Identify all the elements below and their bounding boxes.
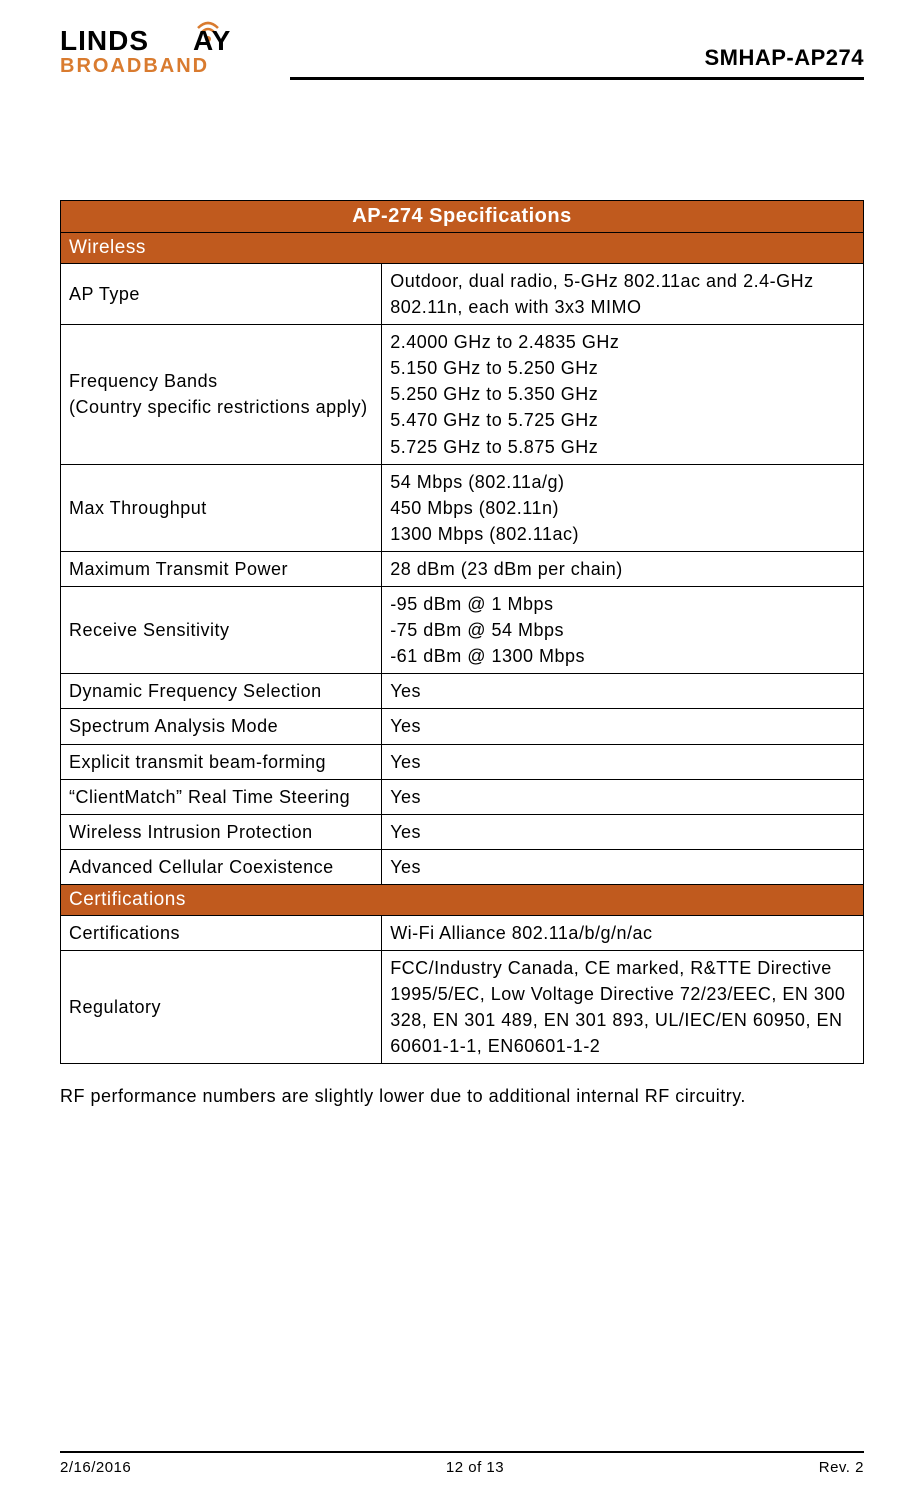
document-id: SMHAP-AP274 (704, 45, 864, 71)
table-row: Advanced Cellular CoexistenceYes (61, 849, 864, 884)
table-row: AP TypeOutdoor, dual radio, 5-GHz 802.11… (61, 264, 864, 325)
table-row: CertificationsWi-Fi Alliance 802.11a/b/g… (61, 915, 864, 950)
page-footer: 2/16/2016 12 of 13 Rev. 2 (60, 1451, 864, 1476)
table-row: Max Throughput54 Mbps (802.11a/g)450 Mbp… (61, 464, 864, 551)
table-row: Dynamic Frequency SelectionYes (61, 674, 864, 709)
footer-rule (60, 1451, 864, 1453)
spec-value: Yes (382, 849, 864, 884)
spec-label: Dynamic Frequency Selection (61, 674, 382, 709)
table-row: Maximum Transmit Power28 dBm (23 dBm per… (61, 551, 864, 586)
spec-value: 28 dBm (23 dBm per chain) (382, 551, 864, 586)
spec-value: Yes (382, 744, 864, 779)
spec-value: FCC/Industry Canada, CE marked, R&TTE Di… (382, 950, 864, 1063)
svg-text:AY: AY (193, 25, 231, 56)
svg-text:LINDS: LINDS (60, 25, 149, 56)
spec-label: Advanced Cellular Coexistence (61, 849, 382, 884)
table-row: Spectrum Analysis ModeYes (61, 709, 864, 744)
spec-value: Yes (382, 709, 864, 744)
section-heading: Certifications (61, 884, 864, 915)
table-row: Receive Sensitivity-95 dBm @ 1 Mbps-75 d… (61, 587, 864, 674)
spec-value: 54 Mbps (802.11a/g)450 Mbps (802.11n)130… (382, 464, 864, 551)
page-header: LINDS AY BROADBAND SMHAP-AP274 (60, 20, 864, 80)
spec-label: Receive Sensitivity (61, 587, 382, 674)
spec-label: Maximum Transmit Power (61, 551, 382, 586)
spec-value: 2.4000 GHz to 2.4835 GHz5.150 GHz to 5.2… (382, 325, 864, 464)
specifications-table: AP-274 Specifications WirelessAP TypeOut… (60, 200, 864, 1064)
spec-label: Spectrum Analysis Mode (61, 709, 382, 744)
footer-date: 2/16/2016 (60, 1459, 131, 1476)
svg-text:BROADBAND: BROADBAND (60, 55, 209, 77)
spec-label: Certifications (61, 915, 382, 950)
spec-label: Max Throughput (61, 464, 382, 551)
spec-value: Wi-Fi Alliance 802.11a/b/g/n/ac (382, 915, 864, 950)
spec-label: Regulatory (61, 950, 382, 1063)
section-heading: Wireless (61, 233, 864, 264)
logo: LINDS AY BROADBAND (60, 20, 290, 80)
header-rule (290, 77, 864, 80)
section-row: Certifications (61, 884, 864, 915)
spec-value: Yes (382, 674, 864, 709)
footer-rev: Rev. 2 (819, 1459, 864, 1476)
table-row: “ClientMatch” Real Time SteeringYes (61, 779, 864, 814)
section-row: Wireless (61, 233, 864, 264)
table-row: RegulatoryFCC/Industry Canada, CE marked… (61, 950, 864, 1063)
spec-label: Wireless Intrusion Protection (61, 814, 382, 849)
rf-note: RF performance numbers are slightly lowe… (60, 1086, 864, 1107)
table-row: Explicit transmit beam-formingYes (61, 744, 864, 779)
spec-label: Explicit transmit beam-forming (61, 744, 382, 779)
lindsay-broadband-logo: LINDS AY BROADBAND (60, 20, 290, 80)
spec-value: -95 dBm @ 1 Mbps-75 dBm @ 54 Mbps-61 dBm… (382, 587, 864, 674)
spec-value: Yes (382, 779, 864, 814)
spec-value: Outdoor, dual radio, 5-GHz 802.11ac and … (382, 264, 864, 325)
table-title: AP-274 Specifications (61, 201, 864, 233)
spec-label: Frequency Bands(Country specific restric… (61, 325, 382, 464)
spec-label: AP Type (61, 264, 382, 325)
table-title-row: AP-274 Specifications (61, 201, 864, 233)
footer-page: 12 of 13 (446, 1459, 504, 1476)
table-row: Wireless Intrusion ProtectionYes (61, 814, 864, 849)
spec-label: “ClientMatch” Real Time Steering (61, 779, 382, 814)
table-row: Frequency Bands(Country specific restric… (61, 325, 864, 464)
spec-value: Yes (382, 814, 864, 849)
